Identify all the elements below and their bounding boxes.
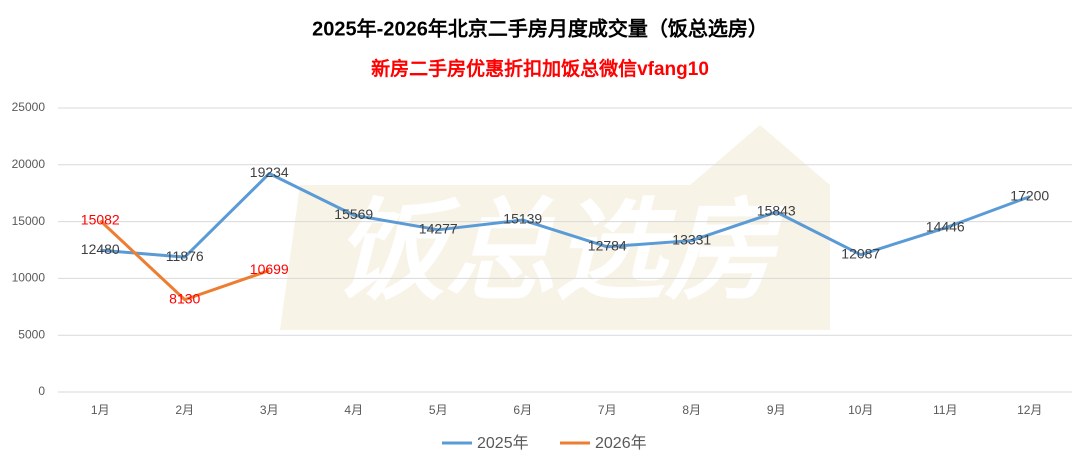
data-label: 17200	[1010, 187, 1049, 203]
x-tick-label: 2月	[175, 403, 194, 417]
data-label: 15082	[81, 211, 120, 227]
x-tick-label: 11月	[933, 403, 957, 417]
y-tick-label: 15000	[12, 214, 46, 228]
chart-subtitle: 新房二手房优惠折扣加饭总微信vfang10	[371, 57, 709, 80]
y-tick-label: 25000	[12, 100, 46, 114]
data-label: 15569	[334, 206, 373, 222]
series-line	[99, 219, 270, 302]
legend-label: 2025年	[477, 434, 529, 452]
data-label: 8130	[169, 290, 200, 306]
data-label: 12784	[588, 237, 627, 253]
data-label: 10699	[250, 261, 289, 277]
legend-label: 2026年	[595, 434, 647, 452]
watermark-text: 饭总选房	[335, 190, 785, 313]
data-label: 19234	[250, 164, 289, 180]
x-tick-label: 1月	[91, 403, 110, 417]
data-label: 12087	[841, 245, 880, 261]
data-label: 14446	[926, 219, 965, 235]
y-tick-label: 5000	[18, 327, 45, 341]
data-label: 13331	[672, 231, 711, 247]
x-tick-label: 12月	[1017, 403, 1042, 417]
chart-title: 2025年-2026年北京二手房月度成交量（饭总选房）	[312, 16, 768, 40]
x-tick-label: 10月	[848, 403, 873, 417]
data-label: 14277	[419, 221, 458, 237]
x-tick-label: 7月	[598, 403, 617, 417]
watermark: 饭总选房	[280, 125, 830, 330]
data-label: 15139	[503, 211, 542, 227]
data-label: 11876	[166, 248, 204, 264]
data-label: 15843	[757, 203, 796, 219]
x-tick-label: 3月	[260, 403, 279, 417]
x-tick-label: 9月	[767, 403, 786, 417]
x-tick-label: 8月	[682, 403, 701, 417]
x-tick-label: 5月	[429, 403, 448, 417]
x-tick-label: 6月	[513, 403, 532, 417]
y-tick-label: 10000	[12, 271, 46, 285]
y-tick-label: 20000	[12, 157, 46, 171]
data-label: 12480	[81, 241, 120, 257]
y-tick-label: 0	[38, 384, 45, 398]
x-tick-label: 4月	[344, 403, 363, 417]
series-line	[100, 172, 1031, 259]
